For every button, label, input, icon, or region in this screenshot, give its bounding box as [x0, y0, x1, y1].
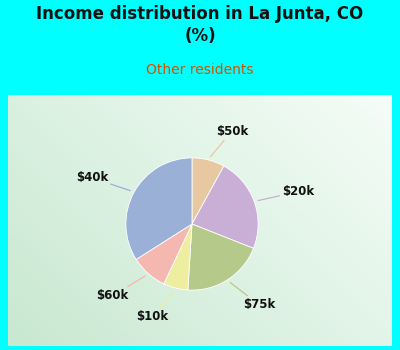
Text: $75k: $75k: [230, 282, 276, 312]
Text: $40k: $40k: [76, 171, 130, 191]
Text: Other residents: Other residents: [146, 63, 254, 77]
Wedge shape: [188, 224, 254, 290]
Wedge shape: [126, 158, 192, 259]
Wedge shape: [164, 224, 192, 290]
Wedge shape: [136, 224, 192, 284]
Wedge shape: [192, 158, 224, 224]
Text: Income distribution in La Junta, CO
(%): Income distribution in La Junta, CO (%): [36, 5, 364, 45]
Wedge shape: [192, 166, 258, 248]
Text: $50k: $50k: [210, 125, 248, 156]
Text: $20k: $20k: [258, 185, 314, 201]
Text: $60k: $60k: [96, 276, 145, 302]
Text: $10k: $10k: [136, 292, 174, 323]
